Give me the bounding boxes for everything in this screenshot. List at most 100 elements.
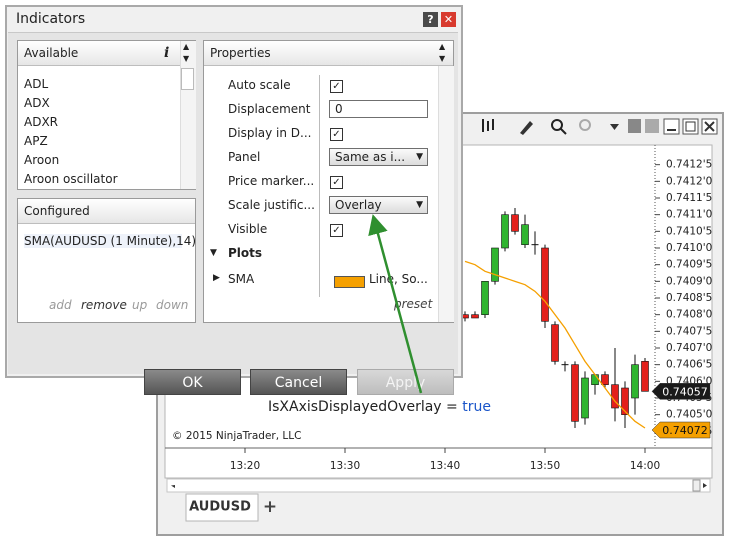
plot-label: SMA <box>228 272 255 286</box>
y-tick-label: 0.7407'5 <box>666 325 712 337</box>
header-label: Configured <box>24 204 90 218</box>
price-marker <box>651 383 711 400</box>
candle-body <box>511 214 519 232</box>
select[interactable]: Same as i... ▼ <box>329 148 428 166</box>
y-tick-label: 0.7408'5 <box>666 292 712 304</box>
zoom-out-icon[interactable] <box>579 119 591 131</box>
close-glyph <box>704 121 715 132</box>
button[interactable]: OK <box>144 369 241 395</box>
scroll-down[interactable]: ▼ <box>183 54 190 63</box>
candle-body <box>471 314 479 319</box>
list-item[interactable]: ADX <box>24 96 50 110</box>
list-item[interactable]: APZ <box>24 134 48 148</box>
copyright: © 2015 NinjaTrader, LLC <box>172 430 301 442</box>
collapse-icon[interactable]: ▼ <box>210 248 217 258</box>
price-marker-label: 0.74072 <box>662 424 708 437</box>
zoom-in-icon[interactable] <box>551 119 563 131</box>
scroll-thumb[interactable] <box>181 68 194 90</box>
checkbox[interactable]: ✓ <box>330 176 343 189</box>
list-item[interactable]: Aroon oscillator <box>24 172 118 186</box>
checkbox[interactable]: ✓ <box>330 224 343 237</box>
x-tick-label: 13:50 <box>530 460 560 472</box>
x-tick-label: 13:20 <box>230 460 260 472</box>
tile-icon[interactable] <box>628 119 641 133</box>
candle-body <box>551 324 559 362</box>
action-link[interactable]: remove <box>81 298 127 312</box>
tab-label[interactable]: AUDUSD <box>189 500 251 515</box>
candle-body <box>581 377 589 419</box>
plot-color[interactable] <box>334 276 365 288</box>
candle-body <box>571 364 579 422</box>
plot-value[interactable]: Line, So... <box>369 272 428 286</box>
candle-body <box>541 247 549 322</box>
y-tick-label: 0.7411'0 <box>666 209 712 221</box>
scroll-left[interactable] <box>171 485 175 488</box>
tile-icon[interactable] <box>645 119 659 133</box>
candle-body <box>501 214 509 249</box>
scrollbar[interactable] <box>166 478 711 493</box>
preset-link[interactable]: preset <box>394 297 433 311</box>
properties-panel: Properties ▲ ▼ Auto scale ✓ Displacement 0 D… <box>203 40 454 323</box>
list-item[interactable]: ADL <box>24 77 49 91</box>
select-arrow: ▼ <box>416 200 423 210</box>
select-arrow: ▼ <box>416 152 423 162</box>
scroll-up[interactable]: ▲ <box>439 42 446 51</box>
candle-body <box>521 224 529 245</box>
dialog-body: Available i ▲ ▼ ADL ADX ADXR APZ Aroon Aroon … <box>8 32 458 395</box>
available-panel: Available i ▲ ▼ ADL ADX ADXR APZ Aroon Aroon … <box>17 40 196 190</box>
dialog-title: Indicators <box>16 11 86 27</box>
button[interactable]: Apply <box>357 369 454 395</box>
price-marker <box>651 421 711 439</box>
property-label: Auto scale <box>228 78 291 92</box>
panel-header: Available <box>18 41 195 66</box>
toolbar <box>482 118 718 135</box>
bar-type-icon[interactable] <box>482 119 494 132</box>
candle-body <box>481 281 489 315</box>
scrollbar[interactable] <box>438 66 454 322</box>
y-tick-label: 0.7409'0 <box>666 275 712 287</box>
property-label: Panel <box>228 150 261 164</box>
list-item[interactable]: Aroon <box>24 153 60 167</box>
panel-header: Properties <box>204 41 453 66</box>
scrollbar[interactable] <box>180 41 196 189</box>
y-tick-label: 0.7410'0 <box>666 242 712 254</box>
tab[interactable] <box>185 493 259 522</box>
action-link[interactable]: up <box>132 298 148 312</box>
minimize-button[interactable] <box>663 118 680 135</box>
text-input[interactable]: 0 <box>329 100 428 118</box>
candle-body <box>601 374 609 385</box>
info-icon[interactable]: i <box>164 45 170 61</box>
y-tick-label: 0.7407'0 <box>666 342 712 354</box>
price-marker-label: 0.74057 <box>662 385 708 398</box>
list-item[interactable]: SMA(AUDUSD (1 Minute),14) <box>24 234 197 248</box>
property-label: Displacement <box>228 102 311 116</box>
select-value: Same as i... <box>335 150 406 164</box>
button[interactable]: Cancel <box>250 369 347 395</box>
candle-body <box>621 387 629 415</box>
property-label: Visible <box>228 222 268 236</box>
plots-section: Plots <box>228 246 263 260</box>
select[interactable]: Overlay ▼ <box>329 196 428 214</box>
expand-icon[interactable]: ▶ <box>213 273 220 283</box>
list-item[interactable]: ADXR <box>24 115 59 129</box>
add-tab[interactable]: + <box>263 497 277 517</box>
y-tick-label: 0.7412'0 <box>666 175 712 187</box>
scroll-down[interactable]: ▼ <box>439 54 446 63</box>
checkbox[interactable]: ✓ <box>330 80 343 93</box>
close-button[interactable]: ✕ <box>441 12 456 27</box>
dropdown-icon[interactable] <box>610 124 619 130</box>
scroll-thumb[interactable] <box>692 479 701 492</box>
x-tick-label: 13:40 <box>430 460 460 472</box>
scroll-right[interactable] <box>703 483 707 488</box>
maximize-button[interactable] <box>682 118 699 135</box>
header-label: Available <box>24 46 79 60</box>
action-link[interactable]: down <box>156 298 189 312</box>
select-value: Overlay <box>335 198 382 212</box>
scroll-up[interactable]: ▲ <box>183 42 190 51</box>
help-button[interactable]: ? <box>423 12 438 27</box>
checkbox[interactable]: ✓ <box>330 128 343 141</box>
draw-icon[interactable] <box>520 121 533 135</box>
action-link[interactable]: add <box>49 298 72 312</box>
panel-header: Configured <box>18 199 195 224</box>
y-tick-label: 0.7406'5 <box>666 359 712 371</box>
